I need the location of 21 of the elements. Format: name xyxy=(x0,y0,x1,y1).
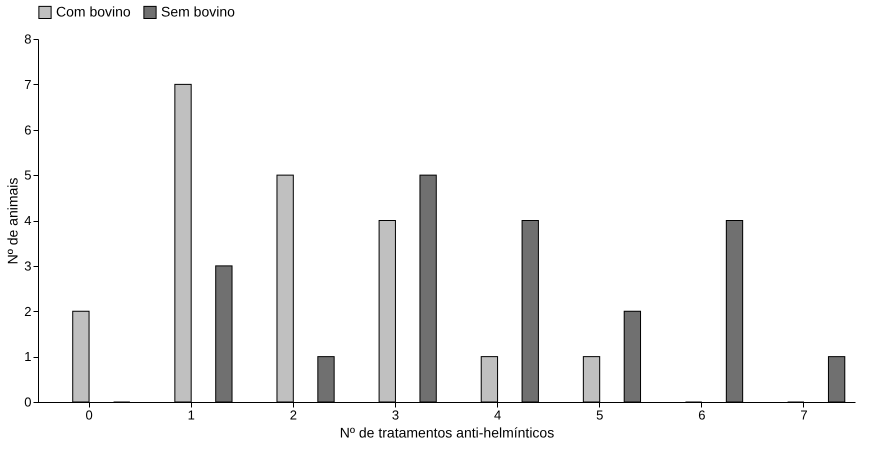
x-tick-label: 0 xyxy=(85,408,93,422)
x-tick-label: 2 xyxy=(290,408,297,422)
y-tick-label: 6 xyxy=(24,122,32,138)
y-tick-label: 8 xyxy=(24,32,32,46)
x-tick-label: 6 xyxy=(698,408,706,422)
x-tick-label: 4 xyxy=(494,408,502,422)
legend-label: Com bovino xyxy=(56,3,131,20)
y-tick-label: 5 xyxy=(24,168,32,183)
x-axis-title: Nº de tratamentos anti-helmínticos xyxy=(340,424,554,440)
y-tick-label: 1 xyxy=(24,349,32,364)
y-tick-label: 3 xyxy=(24,258,32,274)
y-tick-label: 4 xyxy=(24,213,32,228)
y-tick-label: 0 xyxy=(24,394,32,410)
x-tick-label: 1 xyxy=(188,408,195,422)
y-axis-title: Nº de animais xyxy=(4,178,20,264)
x-tick-label: 3 xyxy=(392,408,400,422)
y-tick-label: 2 xyxy=(24,304,32,319)
legend-label: Sem bovino xyxy=(161,3,236,20)
x-tick-label: 5 xyxy=(596,408,604,422)
x-tick-label: 7 xyxy=(800,408,808,422)
y-tick-label: 7 xyxy=(24,76,32,92)
